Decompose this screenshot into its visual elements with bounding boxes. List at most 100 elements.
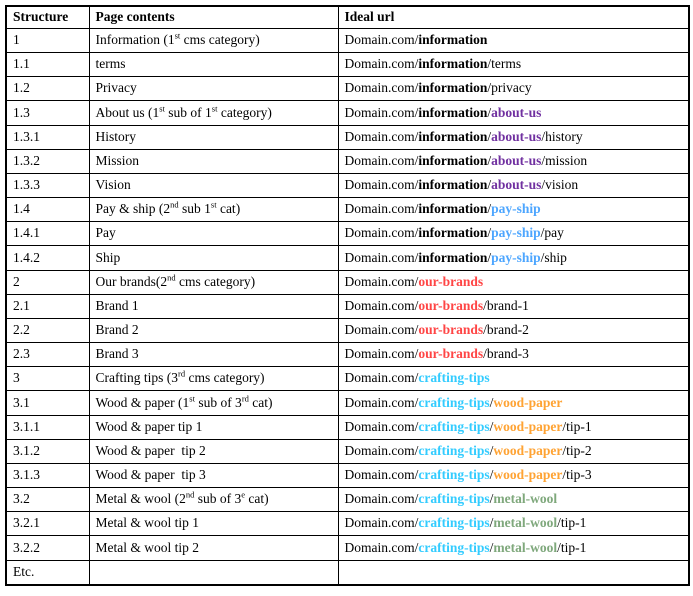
ideal-url-cell: Domain.com/information/pay-ship	[337, 197, 690, 223]
structure-cell: 1.4.2	[5, 245, 90, 271]
contents-text: terms	[95, 56, 126, 72]
table-row: 1.3 About us (1st sub of 1st category) Dom…	[5, 100, 690, 126]
structure-cell: 1.3.1	[5, 124, 90, 150]
contents-text: Wood & paper tip 3	[95, 467, 206, 483]
page-contents-cell: Ship	[88, 245, 339, 271]
ideal-url-cell: Domain.com/information/about-us/vision	[337, 172, 690, 199]
table-row: 1.4.2 Ship Domain.com/information/pay-ship…	[5, 245, 690, 271]
url-segment-wood-paper: wood-paper	[493, 442, 563, 458]
url-text: /	[487, 201, 492, 217]
url-segment-about-us: about-us	[491, 128, 542, 144]
url-text: Domain.com/	[344, 249, 419, 265]
structure-cell: 1.3.2	[5, 148, 90, 174]
structure-cell: 3	[5, 366, 90, 392]
contents-text: Wood & paper tip 2	[95, 442, 206, 458]
url-text: /brand-2	[483, 322, 529, 338]
structure-cell: 1.4	[5, 197, 90, 223]
structure-cell: Etc.	[5, 559, 90, 586]
url-text: /mission	[541, 152, 588, 168]
table-row: 3.1.3 Wood & paper tip 3 Domain.com/crafti…	[5, 462, 690, 489]
url-segment-information: information	[418, 225, 488, 241]
url-text: /	[487, 249, 492, 265]
table-row: 1.4 Pay & ship (2nd sub 1st cat) Domain.co…	[5, 197, 690, 223]
table-row: 3.1.2 Wood & paper tip 2 Domain.com/crafti…	[5, 438, 690, 464]
url-text: /vision	[541, 177, 579, 193]
ideal-url-cell: Domain.com/our-brands	[337, 269, 690, 295]
page-contents-cell: Metal & wool (2nd sub of 3e cat)	[88, 487, 339, 513]
url-segment-information: information	[418, 152, 488, 168]
table-row: 3.1 Wood & paper (1st sub of 3rd cat) Doma…	[5, 390, 690, 416]
structure-cell: 1.3	[5, 100, 90, 126]
url-text: Domain.com/	[344, 346, 419, 362]
contents-text: Ship	[95, 249, 121, 265]
page-contents-cell: Wood & paper tip 2	[88, 438, 339, 464]
contents-text: sub of 1	[164, 104, 212, 120]
table-row: 1.3.2 Mission Domain.com/information/about…	[5, 148, 690, 174]
url-text: Domain.com/	[344, 201, 419, 217]
contents-text: cat)	[216, 201, 241, 217]
table-row: 2 Our brands(2nd cms category) Domain.com/…	[5, 269, 690, 295]
ideal-url-cell: Domain.com/crafting-tips/wood-paper/tip-…	[337, 414, 690, 440]
page-contents-cell: History	[88, 124, 339, 150]
contents-text: Crafting tips (3	[95, 370, 179, 386]
table-row: 1.3.3 Vision Domain.com/information/about-…	[5, 172, 690, 199]
contents-text: Metal & wool tip 2	[95, 539, 200, 555]
contents-text: Brand 1	[95, 297, 139, 313]
url-segment-crafting-tips: crafting-tips	[418, 394, 490, 410]
url-text: Domain.com/	[344, 56, 419, 72]
ideal-url-cell: Domain.com/crafting-tips/wood-paper/tip-…	[337, 438, 690, 464]
ideal-url-cell: Domain.com/crafting-tips/wood-paper/tip-…	[337, 462, 690, 489]
contents-text: Privacy	[95, 80, 137, 96]
structure-cell: 2.3	[5, 342, 90, 368]
url-text: /tip-2	[562, 442, 592, 458]
table-row: 3.2.1 Metal & wool tip 1 Domain.com/crafti…	[5, 511, 690, 537]
structure-cell: 1.1	[5, 52, 90, 78]
url-segment-metal-wool: metal-wool	[493, 539, 558, 555]
ideal-url-cell	[337, 559, 690, 586]
structure-cell: 1.4.1	[5, 221, 90, 247]
contents-text: Pay	[95, 225, 116, 241]
ideal-url-cell: Domain.com/information/terms	[337, 52, 690, 78]
url-text: Domain.com/	[344, 152, 419, 168]
page-contents-cell: Metal & wool tip 1	[88, 511, 339, 537]
url-text: /tip-3	[562, 467, 592, 483]
url-segment-information: information	[418, 104, 488, 120]
url-text: Domain.com/	[344, 225, 419, 241]
page-contents-cell: Mission	[88, 148, 339, 174]
contents-text: About us (1	[95, 104, 160, 120]
page-contents-cell: Vision	[88, 172, 339, 199]
table-row: Etc.	[5, 559, 690, 586]
url-segment-our-brands: our-brands	[418, 273, 484, 289]
url-segment-crafting-tips: crafting-tips	[418, 539, 490, 555]
url-text: Domain.com/	[344, 128, 419, 144]
url-text: Domain.com/	[344, 177, 419, 193]
url-text: /	[489, 539, 494, 555]
structure-cell: 3.1.2	[5, 438, 90, 464]
url-text: /tip-1	[557, 539, 587, 555]
ideal-url-cell: Domain.com/information/pay-ship/ship	[337, 245, 690, 271]
contents-text: Our brands(2	[95, 273, 168, 289]
url-text: /tip-1	[557, 515, 587, 531]
url-segment-wood-paper: wood-paper	[493, 467, 563, 483]
ideal-url-cell: Domain.com/information/about-us	[337, 100, 690, 126]
url-segment-crafting-tips: crafting-tips	[418, 467, 490, 483]
url-text: Domain.com/	[344, 418, 419, 434]
url-segment-crafting-tips: crafting-tips	[418, 442, 490, 458]
url-text: /	[487, 128, 492, 144]
url-text: /ship	[540, 249, 567, 265]
url-segment-information: information	[418, 249, 488, 265]
contents-text: Wood & paper (1	[95, 394, 190, 410]
ideal-url-cell: Domain.com/our-brands/brand-3	[337, 342, 690, 368]
table-header: Structure Page contents Ideal url	[5, 5, 690, 29]
page-contents-cell: Wood & paper tip 1	[88, 414, 339, 440]
table-row: 1 Information (1st cms category) Domain.co…	[5, 27, 690, 54]
contents-text: cms category)	[185, 370, 265, 386]
contents-text: Metal & wool tip 1	[95, 515, 200, 531]
url-segment-our-brands: our-brands	[418, 346, 484, 362]
structure-cell: 1	[5, 27, 90, 54]
page-contents-cell: Pay	[88, 221, 339, 247]
url-segment-information: information	[418, 201, 488, 217]
table-row: 3.2.2 Metal & wool tip 2 Domain.com/crafti…	[5, 535, 690, 561]
ideal-url-cell: Domain.com/information/about-us/history	[337, 124, 690, 150]
url-text: Domain.com/	[344, 442, 419, 458]
